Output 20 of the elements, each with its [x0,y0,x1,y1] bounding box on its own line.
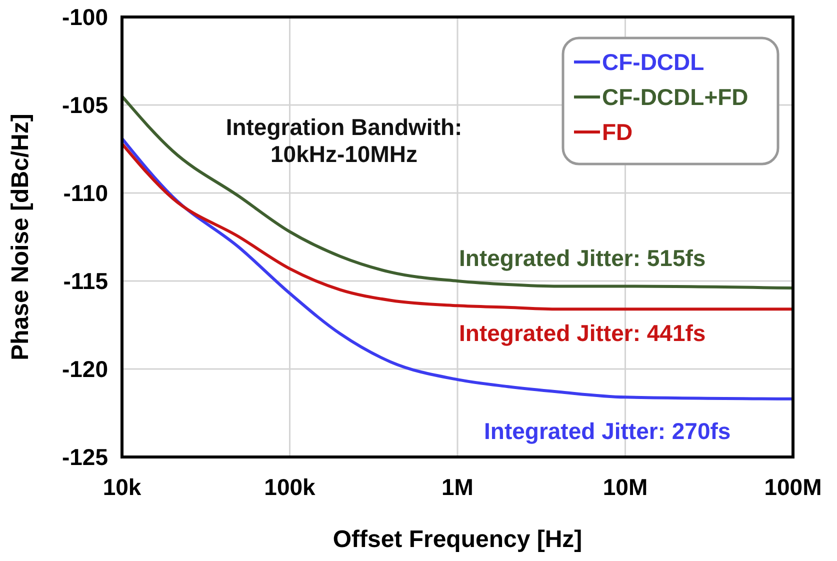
x-tick-label: 10M [602,474,648,500]
y-tick-label: -110 [63,180,108,206]
legend-label: FD [602,119,633,146]
y-tick-label: -105 [62,92,108,118]
annotation: Integrated Jitter: 515fs [459,245,706,272]
legend-label: CF-DCDL+FD [602,84,748,110]
x-tick-label: 1M [442,474,474,500]
y-tick-label: -120 [62,356,108,382]
y-tick-label: -115 [63,268,108,294]
annotation: Integrated Jitter: 270fs [484,418,731,444]
x-tick-label: 10k [102,474,142,500]
y-tick-label: -100 [62,4,108,30]
legend-label: CF-DCDL [602,49,704,76]
x-tick-label: 100k [264,474,316,500]
y-tick-label: -125 [62,444,108,470]
annotation: Integration Bandwith: 10kHz-10MHz [226,114,462,167]
x-axis-title: Offset Frequency [Hz] [332,526,582,553]
x-tick-label: 100M [764,474,822,500]
annotation: Integrated Jitter: 441fs [459,320,706,346]
y-axis-title: Phase Noise [dBc/Hz] [7,114,34,360]
